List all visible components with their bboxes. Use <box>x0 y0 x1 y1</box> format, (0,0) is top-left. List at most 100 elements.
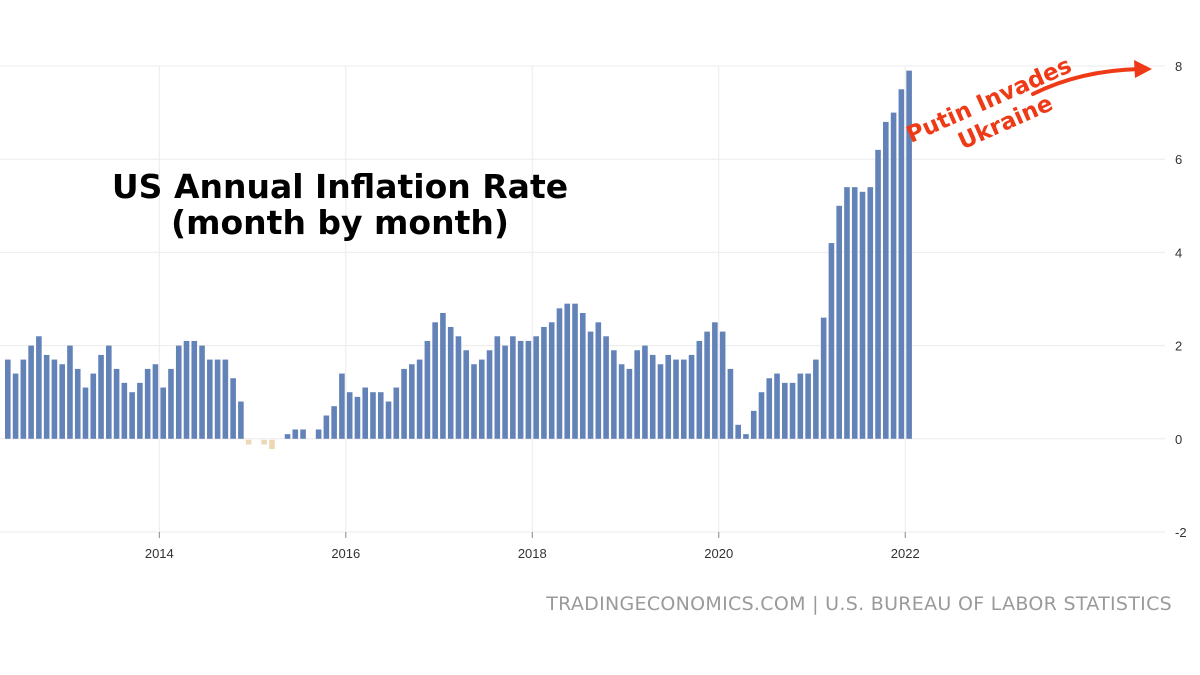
bar <box>230 378 236 439</box>
bar <box>572 303 578 439</box>
annotation: Putin Invades Ukraine <box>903 53 1076 156</box>
bar <box>432 322 438 439</box>
bar <box>533 336 539 439</box>
bar <box>59 364 65 439</box>
bar <box>214 359 221 439</box>
bar <box>82 387 89 439</box>
bar <box>680 359 687 439</box>
bar <box>463 350 470 439</box>
bar <box>440 312 446 439</box>
bar <box>28 345 34 439</box>
bar <box>51 359 58 439</box>
bar <box>416 359 423 439</box>
bar <box>245 439 252 445</box>
y-tick-label: 6 <box>1175 152 1182 167</box>
bar <box>74 368 81 439</box>
bar <box>525 340 532 439</box>
x-tick-label: 2016 <box>331 546 360 561</box>
bar <box>657 364 664 439</box>
bar <box>642 345 648 439</box>
bar <box>634 350 640 439</box>
bar <box>183 340 190 439</box>
bar <box>696 340 703 439</box>
bar <box>712 322 718 439</box>
bar <box>106 345 112 439</box>
bar <box>238 401 244 439</box>
x-tick-label: 2014 <box>145 546 174 561</box>
bar <box>168 368 174 439</box>
bar <box>36 336 42 439</box>
bar <box>758 392 765 439</box>
bar <box>859 191 866 439</box>
bar <box>385 401 392 439</box>
x-tick-label: 2018 <box>518 546 547 561</box>
bar <box>377 392 384 439</box>
bar <box>548 322 555 439</box>
bar <box>191 340 198 439</box>
bar <box>346 392 353 439</box>
bar <box>478 359 485 439</box>
x-tick-label: 2020 <box>704 546 733 561</box>
bar <box>129 392 135 439</box>
bar <box>851 187 858 439</box>
bar <box>370 392 376 439</box>
y-axis-ticks: 8 6 4 2 0 -2 <box>1175 59 1187 540</box>
x-tick-label: 2022 <box>891 546 920 561</box>
y-tick-label: 0 <box>1175 432 1182 447</box>
bar <box>564 303 571 439</box>
bar <box>43 354 50 439</box>
bar <box>207 359 213 439</box>
y-tick-label: 8 <box>1175 59 1182 74</box>
bar <box>774 373 780 439</box>
bar <box>393 387 400 439</box>
bar <box>261 439 268 445</box>
bar <box>323 415 330 439</box>
bar <box>618 364 625 439</box>
bar <box>471 364 477 439</box>
source-credit: TRADINGECONOMICS.COM | U.S. BUREAU OF LA… <box>545 593 1172 615</box>
bar <box>12 373 19 439</box>
bar <box>556 308 563 439</box>
bar <box>836 205 842 439</box>
bar <box>665 354 672 439</box>
bar <box>424 340 431 439</box>
bar <box>67 345 73 439</box>
bar <box>743 434 749 439</box>
y-tick-label: 4 <box>1175 245 1182 260</box>
bar <box>362 387 369 439</box>
bar <box>121 382 128 439</box>
bar <box>292 429 299 439</box>
bar <box>766 378 773 439</box>
bar <box>502 345 508 439</box>
bar <box>805 373 811 439</box>
bar <box>300 429 306 439</box>
bar <box>339 373 345 439</box>
bar <box>820 317 827 439</box>
bar <box>797 373 804 439</box>
bar <box>222 359 229 439</box>
bar <box>113 368 120 439</box>
bar <box>269 439 275 450</box>
bar <box>735 424 741 439</box>
bar <box>447 326 454 439</box>
bar <box>727 368 734 439</box>
bar <box>906 70 912 439</box>
bar <box>152 364 159 439</box>
bar <box>750 410 757 439</box>
bar <box>789 382 796 439</box>
bar <box>5 359 11 439</box>
bar <box>828 243 835 439</box>
bar <box>688 354 695 439</box>
bar <box>603 336 609 439</box>
bar <box>704 331 710 439</box>
bar <box>284 434 291 439</box>
bar <box>541 326 547 439</box>
bar <box>98 354 104 439</box>
bar <box>649 354 656 439</box>
bar <box>673 359 679 439</box>
bar <box>144 368 151 439</box>
bar-series <box>5 70 912 450</box>
bar <box>517 340 524 439</box>
bar <box>160 387 166 439</box>
